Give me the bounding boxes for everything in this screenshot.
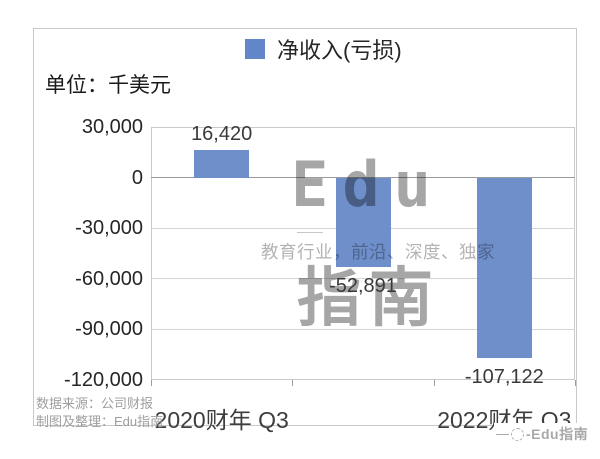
data-label: -52,891 bbox=[329, 274, 397, 297]
gridline bbox=[151, 328, 575, 330]
data-label: 16,420 bbox=[191, 122, 253, 145]
bar bbox=[335, 177, 391, 267]
data-label: -107,122 bbox=[464, 366, 544, 389]
logo-circle-icon bbox=[511, 427, 524, 441]
unit-label: 单位：千美元 bbox=[45, 74, 171, 97]
legend-swatch bbox=[245, 39, 265, 59]
y-tick-label: -60,000 bbox=[75, 267, 143, 290]
bar bbox=[476, 177, 532, 359]
axis-tick bbox=[433, 380, 435, 386]
plot-area-border bbox=[151, 127, 575, 380]
y-tick-label: 30,000 bbox=[81, 116, 143, 138]
corner-watermark-logo: -Edu指南 bbox=[494, 423, 591, 445]
y-tick-label: 0 bbox=[131, 166, 143, 189]
chart-credit-note: 制图及整理：Edu指南 bbox=[36, 414, 164, 429]
legend-label: 净收入(亏损) bbox=[277, 38, 402, 63]
logo-text: -Edu指南 bbox=[526, 426, 589, 442]
axis-tick bbox=[575, 380, 576, 386]
axis-tick bbox=[292, 380, 294, 386]
y-tick-label: -30,000 bbox=[75, 217, 143, 240]
y-tick-label: -120,000 bbox=[64, 369, 143, 391]
y-tick-label: -90,000 bbox=[75, 318, 143, 341]
x-tick-label: 2020财年 Q3 bbox=[154, 407, 289, 433]
bar bbox=[194, 149, 250, 178]
data-source-note: 数据来源：公司财报 bbox=[36, 396, 154, 411]
gridline bbox=[151, 278, 575, 280]
logo-dash bbox=[496, 433, 509, 435]
axis-tick bbox=[151, 380, 152, 386]
legend: 净收入(亏损) bbox=[245, 33, 402, 65]
